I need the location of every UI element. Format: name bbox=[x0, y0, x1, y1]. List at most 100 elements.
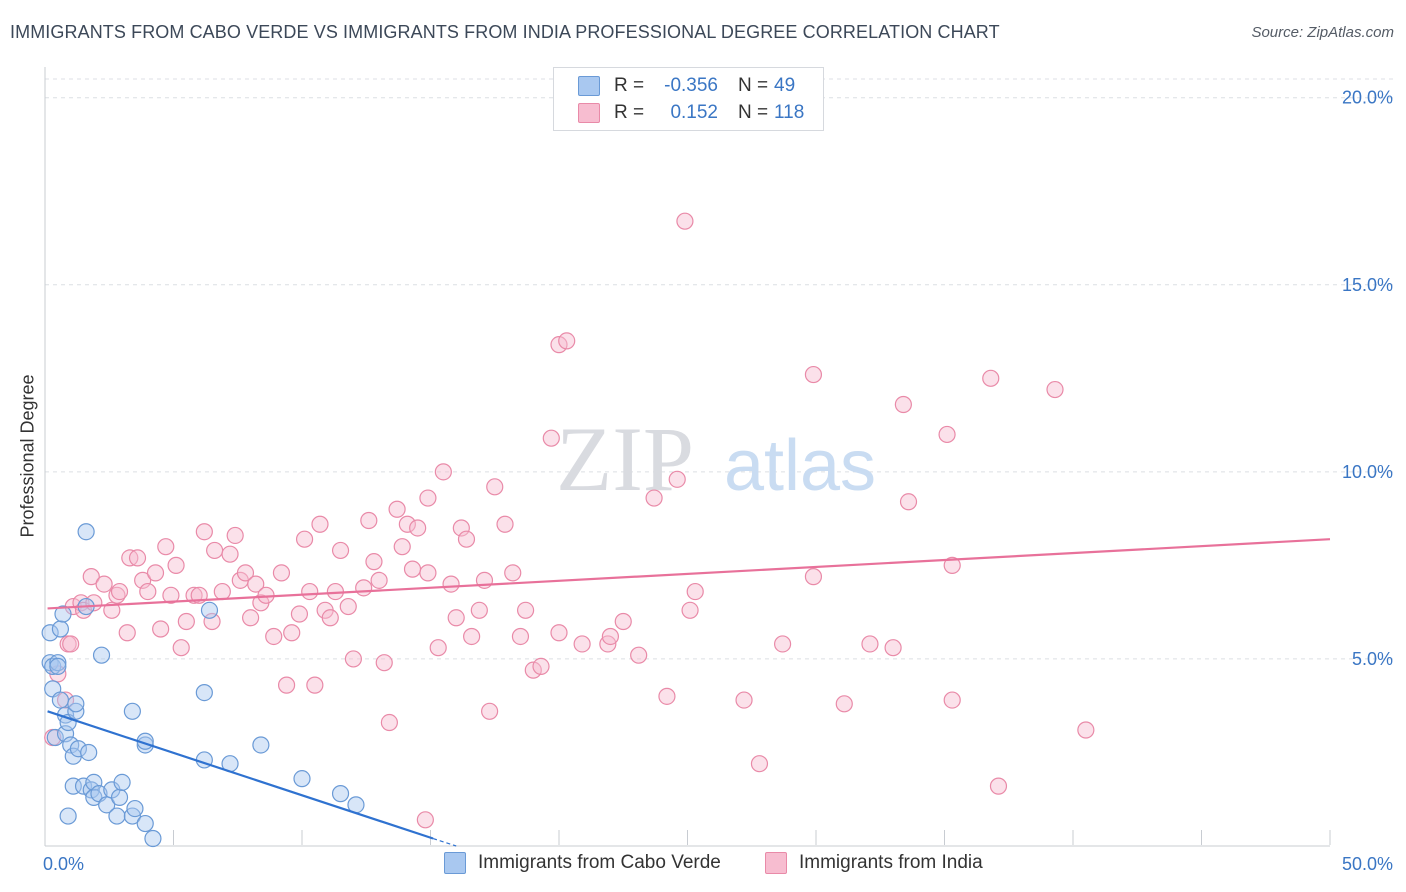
india-point bbox=[82, 568, 100, 586]
india-point bbox=[447, 609, 465, 627]
india-point bbox=[203, 612, 221, 631]
r-value-india: 0.152 bbox=[670, 102, 718, 123]
cabo-verde-point bbox=[293, 770, 311, 788]
india-point bbox=[943, 691, 961, 709]
india-point bbox=[804, 568, 823, 586]
tick-labels: 5.0% 10.0% 15.0% 20.0% 0.0% 50.0% bbox=[43, 88, 1393, 874]
cabo-verde-point bbox=[123, 702, 141, 720]
india-point bbox=[226, 526, 244, 545]
cabo-verde-point bbox=[49, 657, 67, 676]
india-point bbox=[434, 463, 452, 481]
india-point bbox=[213, 582, 231, 601]
source-label: Source: ZipAtlas.com bbox=[1251, 24, 1394, 41]
india-point bbox=[938, 425, 956, 444]
india-point bbox=[172, 639, 190, 657]
india-point bbox=[511, 627, 530, 646]
india-point bbox=[452, 519, 470, 537]
india-point bbox=[236, 564, 255, 582]
cabo-verde-point bbox=[56, 725, 75, 743]
india-point bbox=[398, 515, 416, 533]
india-point bbox=[167, 556, 185, 574]
india-point bbox=[686, 582, 704, 601]
cabo-verde-point bbox=[69, 740, 88, 758]
india-point bbox=[982, 369, 1000, 387]
india-point bbox=[283, 624, 301, 642]
india-point bbox=[177, 612, 195, 631]
y-tick-label: 5.0% bbox=[1352, 649, 1393, 669]
watermark-zip: ZIP bbox=[556, 408, 694, 510]
series-legend-india: Immigrants from India bbox=[765, 852, 983, 874]
watermark: ZIP atlas bbox=[556, 408, 876, 510]
india-point bbox=[989, 777, 1008, 795]
series-name-india: Immigrants from India bbox=[799, 852, 983, 873]
india-point bbox=[943, 556, 961, 574]
india-point bbox=[457, 530, 476, 548]
india-point bbox=[419, 489, 437, 507]
watermark-atlas: atlas bbox=[724, 426, 876, 506]
india-point bbox=[139, 582, 157, 601]
r-value-cabo-verde: -0.356 bbox=[664, 75, 718, 96]
y-tick-label: 20.0% bbox=[1342, 88, 1393, 108]
cabo-verde-point bbox=[46, 728, 64, 747]
cabo-verde-point bbox=[195, 683, 213, 702]
india-point bbox=[542, 429, 560, 447]
india-point bbox=[645, 489, 663, 507]
india-point bbox=[110, 582, 129, 601]
cabo-verde-point bbox=[200, 601, 219, 619]
india-point bbox=[442, 575, 460, 593]
n-value-cabo-verde: 49 bbox=[774, 75, 796, 96]
india-point bbox=[355, 579, 373, 597]
cabo-verde-point bbox=[77, 523, 95, 541]
data-points bbox=[41, 212, 1095, 848]
india-point bbox=[884, 639, 902, 657]
india-point bbox=[331, 541, 350, 560]
india-point bbox=[152, 620, 170, 638]
n-label: N = bbox=[738, 102, 769, 123]
series-legend-cabo-verde: Immigrants from Cabo Verde bbox=[444, 852, 721, 874]
india-point bbox=[516, 601, 535, 619]
india-point bbox=[360, 511, 378, 530]
india-point bbox=[370, 571, 388, 589]
cabo-verde-point bbox=[92, 646, 111, 664]
axes bbox=[44, 67, 1331, 847]
india-point bbox=[409, 519, 427, 537]
cabo-verde-trend-line-extension bbox=[432, 837, 457, 847]
cabo-verde-point bbox=[126, 799, 144, 818]
india-point bbox=[339, 597, 357, 616]
india-point bbox=[658, 687, 676, 705]
india-point bbox=[614, 612, 632, 631]
india-point bbox=[380, 713, 398, 732]
india-point bbox=[265, 627, 283, 646]
india-point bbox=[1077, 721, 1095, 739]
india-point bbox=[118, 624, 136, 642]
india-point bbox=[393, 538, 411, 556]
trend-lines bbox=[47, 538, 1331, 847]
india-point bbox=[272, 564, 291, 582]
r-label: R = bbox=[614, 75, 645, 96]
cabo-verde-point bbox=[51, 620, 70, 638]
india-point bbox=[306, 676, 324, 694]
india-point bbox=[496, 515, 514, 533]
india-point bbox=[128, 549, 147, 567]
india-point bbox=[157, 538, 175, 556]
series-swatch-cabo-verde bbox=[444, 852, 466, 874]
india-point bbox=[773, 635, 792, 653]
cabo-verde-point bbox=[252, 736, 270, 754]
cabo-verde-point bbox=[41, 624, 59, 642]
cabo-verde-trend-line bbox=[47, 710, 434, 840]
india-point bbox=[56, 691, 75, 709]
india-point bbox=[247, 575, 265, 593]
india-point bbox=[242, 609, 260, 627]
india-point bbox=[290, 605, 309, 623]
n-value-india: 118 bbox=[774, 102, 805, 123]
cabo-verde-point bbox=[59, 807, 77, 825]
cabo-verde-point bbox=[51, 691, 70, 709]
india-point bbox=[899, 493, 918, 511]
india-point bbox=[750, 755, 769, 773]
india-point bbox=[481, 702, 499, 720]
india-point bbox=[463, 627, 481, 646]
y-tick-label: 15.0% bbox=[1342, 275, 1393, 295]
india-point bbox=[601, 627, 620, 646]
legend-swatch-india bbox=[578, 103, 600, 123]
